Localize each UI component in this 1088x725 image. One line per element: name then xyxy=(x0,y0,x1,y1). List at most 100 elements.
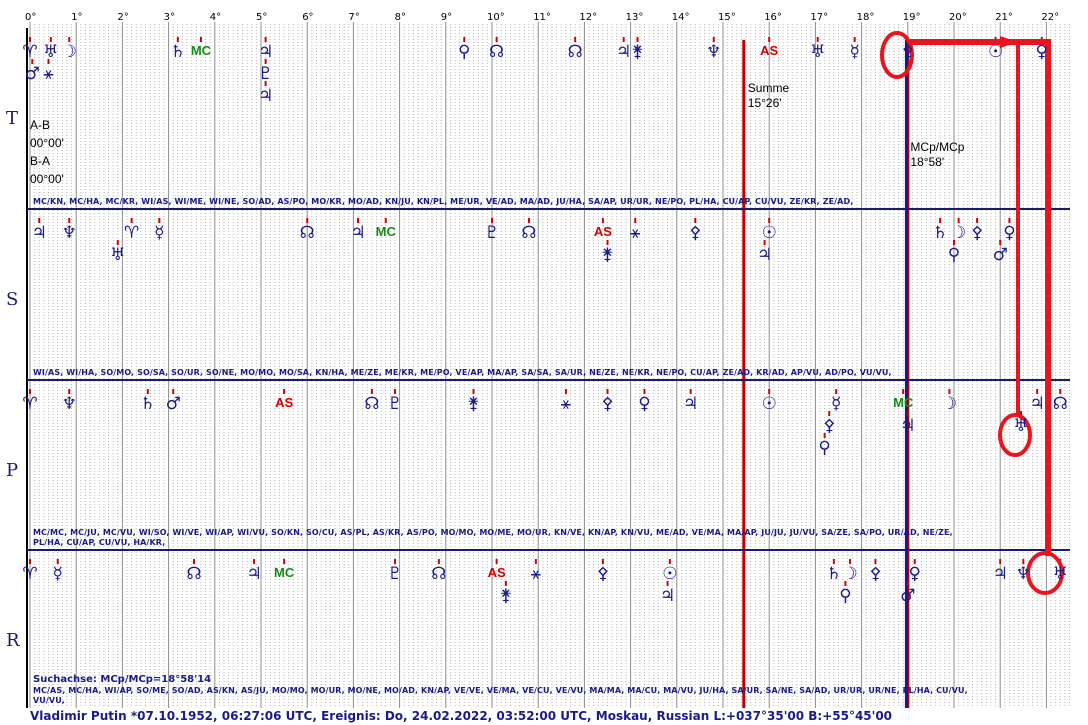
planet-glyph: ♈ xyxy=(22,394,38,414)
degree-label: 1° xyxy=(71,12,83,23)
band-letter: T xyxy=(6,108,19,129)
planet-glyph: ♃ xyxy=(257,42,274,62)
highlight-circle xyxy=(998,413,1032,457)
degree-label: 16° xyxy=(764,12,782,23)
planet-glyph: ⚹ xyxy=(530,564,541,584)
planet-glyph: AS xyxy=(760,43,779,58)
planet-glyph: ⚲ xyxy=(947,245,961,265)
degree-label: 13° xyxy=(625,12,644,23)
planet-glyph: ♇ xyxy=(257,64,274,84)
line-note: MCp/MCp xyxy=(910,140,965,154)
planet-glyph: ☊ xyxy=(299,223,315,243)
distance-info: 00°00' xyxy=(30,136,64,150)
planet-glyph: ♃ xyxy=(246,564,262,584)
planet-glyph: ⚵ xyxy=(499,586,513,606)
planet-glyph: ♃ xyxy=(31,223,47,243)
halfsum-list: MC/AS, MC/HA, WI/AP, SO/ME, SO/AD, AS/KN… xyxy=(33,686,968,695)
degree-label: 12° xyxy=(579,12,598,23)
planet-glyph: ♂ xyxy=(165,394,181,414)
planet-glyph: MC xyxy=(375,224,396,239)
planet-glyph: ♃ xyxy=(992,564,1008,584)
planet-glyph: ♇ xyxy=(387,394,403,414)
planet-glyph: ♄ xyxy=(140,394,156,414)
planet-glyph: ♀ xyxy=(908,564,921,584)
line-note: Summe xyxy=(747,81,790,95)
degree-label: 20° xyxy=(949,12,967,23)
footer-info: Vladimir Putin *07.10.1952, 06:27:06 UTC… xyxy=(30,709,893,723)
connector-arrow xyxy=(1000,36,1018,48)
planet-glyph: ♄ xyxy=(932,223,948,243)
planet-glyph: ☿ xyxy=(849,42,860,62)
planet-glyph: ♃ xyxy=(616,42,632,62)
planet-glyph: ♆ xyxy=(61,394,77,414)
planet-glyph: ♀ xyxy=(1003,223,1016,243)
degree-label: 6° xyxy=(302,12,314,23)
planet-glyph: ☿ xyxy=(52,564,63,584)
planet-glyph: AS xyxy=(275,395,294,410)
degree-label: 18° xyxy=(856,12,875,23)
halfsum-list: PL/HA, CU/AP, CU/VU, HA/KR, xyxy=(33,538,166,547)
planet-glyph: ☊ xyxy=(1052,394,1068,414)
planet-glyph: ♅ xyxy=(1052,564,1068,584)
line-note: 18°58' xyxy=(910,155,945,169)
planet-glyph: ☿ xyxy=(830,394,842,414)
planet-glyph: ♇ xyxy=(387,564,403,584)
planet-glyph: ⚴ xyxy=(901,42,915,62)
planet-glyph: MC xyxy=(190,43,212,58)
planet-glyph: ☊ xyxy=(186,564,202,584)
planet-glyph: ⚵ xyxy=(467,394,480,414)
degree-label: 9° xyxy=(440,12,453,23)
degree-label: 7° xyxy=(348,12,360,23)
planet-glyph: AS xyxy=(487,565,506,580)
planet-glyph: ♃ xyxy=(659,586,676,606)
degree-label: 10° xyxy=(487,12,505,23)
planet-glyph: ♀ xyxy=(1035,42,1048,62)
planet-glyph: ♆ xyxy=(706,42,722,62)
planet-glyph: ♅ xyxy=(1013,416,1029,436)
degree-label: 0° xyxy=(25,12,37,23)
planet-glyph: ⚹ xyxy=(560,394,572,414)
degree-label: 15° xyxy=(718,12,736,23)
planet-glyph: ⚲ xyxy=(818,438,831,458)
planet-glyph: ☿ xyxy=(154,223,165,243)
planet-glyph: ♂ xyxy=(992,245,1008,265)
planet-glyph: ♀ xyxy=(638,394,651,414)
degree-label: 11° xyxy=(533,12,551,23)
planet-glyph: ⚴ xyxy=(869,564,882,584)
line-note: 15°26' xyxy=(747,96,782,110)
planet-glyph: ⚵ xyxy=(601,245,614,265)
planet-glyph: ♂ xyxy=(24,64,40,84)
distance-info: 00°00' xyxy=(30,172,64,186)
planet-glyph: ⚴ xyxy=(823,416,836,436)
planet-glyph: ♃ xyxy=(900,416,916,436)
planet-glyph: ♅ xyxy=(110,245,126,265)
degree-label: 2° xyxy=(117,12,129,23)
planet-glyph: ☉ xyxy=(761,394,777,414)
planet-glyph: ☽ xyxy=(950,223,967,243)
search-axis-label: Suchachse: MCp/MCp=18°58'14 xyxy=(33,674,212,685)
band-letter: S xyxy=(6,289,19,310)
distance-info: B-A xyxy=(30,154,51,168)
planet-glyph: ♄ xyxy=(170,42,186,62)
planet-glyph: ♄ xyxy=(826,564,842,584)
planet-glyph: ♅ xyxy=(810,42,826,62)
degree-label: 22° xyxy=(1041,12,1060,23)
planet-glyph: ☊ xyxy=(364,394,380,414)
halfsum-list: VU/VU, xyxy=(33,696,65,705)
planet-glyph: ♃ xyxy=(756,245,773,265)
planet-glyph: ☊ xyxy=(521,223,537,243)
planet-glyph: ♆ xyxy=(1015,564,1031,584)
planet-glyph: AS xyxy=(593,224,612,239)
planet-glyph: ♃ xyxy=(350,223,366,243)
planet-glyph: MC xyxy=(893,395,914,410)
planet-glyph: ⚴ xyxy=(689,223,702,243)
planet-glyph: ⚹ xyxy=(43,64,54,84)
halfsum-list: WI/AS, WI/HA, SO/MO, SO/SA, SO/UR, SO/NE… xyxy=(33,368,892,377)
band-letter: P xyxy=(6,460,19,481)
planet-glyph: ☽ xyxy=(842,564,858,584)
halfsum-list: MC/MC, MC/JU, MC/VU, WI/SO, WI/VE, WI/AP… xyxy=(33,528,953,537)
planet-glyph: ♅ xyxy=(43,42,59,62)
planet-glyph: ☽ xyxy=(941,394,957,414)
halfsum-list: MC/KN, MC/HA, MC/KR, WI/AS, WI/ME, WI/NE… xyxy=(33,197,854,206)
degree-label: 4° xyxy=(209,12,222,23)
